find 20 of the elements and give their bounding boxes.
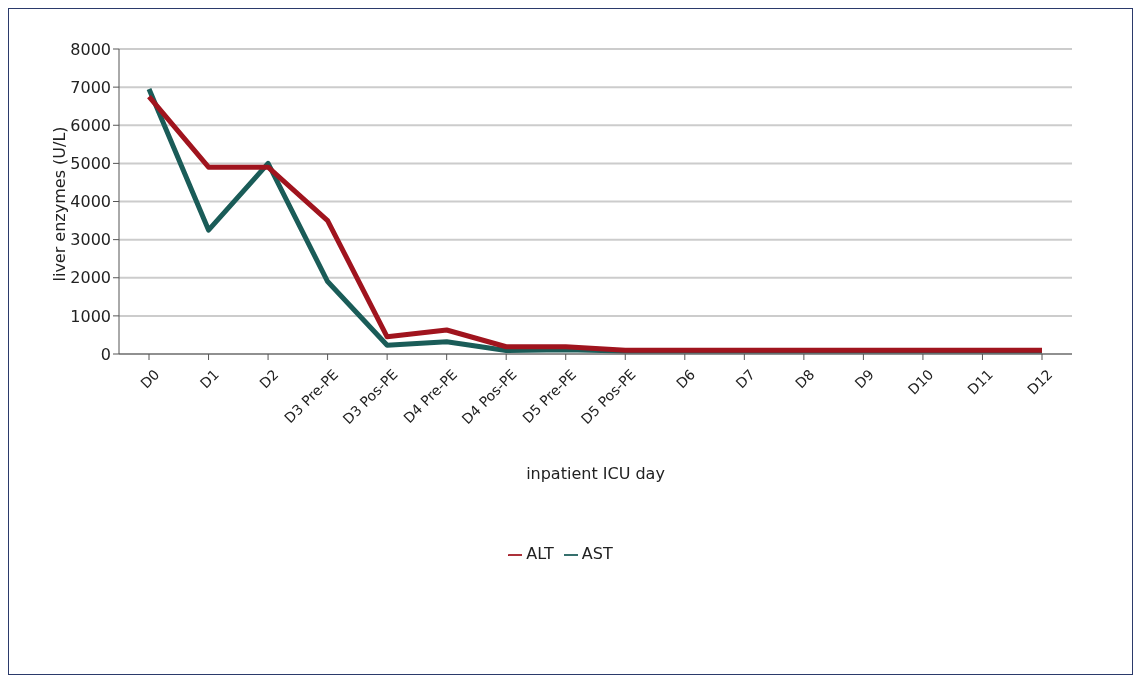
x-tick-label: D6 (673, 366, 699, 392)
y-tick-label: 0 (100, 344, 111, 364)
y-tick-label: 8000 (70, 39, 111, 59)
y-axis-title: liver enzymes (U/L) (49, 126, 69, 282)
x-tick-label: D1 (196, 366, 223, 392)
x-tick-label: D9 (851, 366, 877, 392)
x-tick-label: D0 (137, 366, 163, 392)
y-tick-label: 7000 (70, 77, 111, 97)
legend-label: AST (581, 544, 613, 563)
x-tick-label: D7 (732, 366, 758, 392)
y-tick-label: 1000 (70, 306, 111, 326)
x-axis-title: inpatient ICU day (526, 464, 665, 483)
y-tick-label: 2000 (70, 268, 111, 288)
y-tick-label: 3000 (70, 230, 111, 250)
x-tick-label: D2 (256, 366, 282, 392)
y-tick-label: 6000 (70, 115, 111, 135)
y-tick-label: 5000 (70, 154, 111, 174)
legend-label: ALT (526, 544, 554, 563)
x-tick-label: D8 (792, 366, 818, 392)
y-tick-label: 4000 (70, 192, 111, 212)
